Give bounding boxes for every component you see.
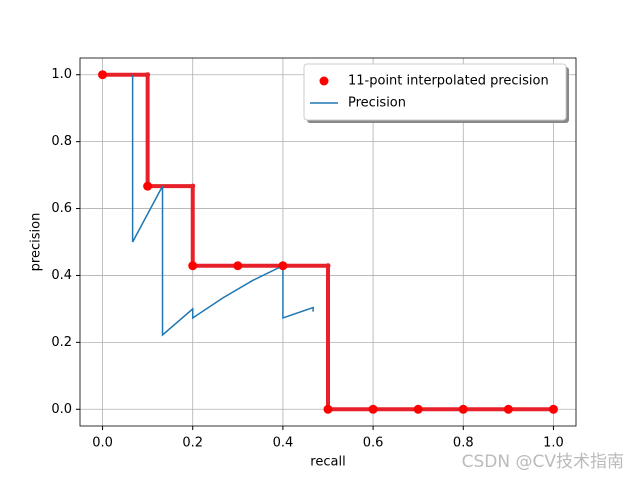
x-tick-label: 0.6 bbox=[363, 436, 384, 451]
legend-label: 11-point interpolated precision bbox=[348, 74, 549, 89]
x-tick-label: 0.0 bbox=[92, 436, 113, 451]
point bbox=[413, 404, 423, 414]
point bbox=[368, 404, 378, 414]
x-tick-label: 0.8 bbox=[453, 436, 474, 451]
point bbox=[98, 70, 108, 80]
y-tick-label: 0.6 bbox=[51, 201, 72, 216]
x-tick-label: 0.2 bbox=[182, 436, 203, 451]
point bbox=[278, 261, 288, 271]
vertex bbox=[325, 263, 331, 269]
point bbox=[143, 181, 153, 191]
point bbox=[188, 261, 198, 271]
point bbox=[548, 404, 558, 414]
y-tick-label: 0.0 bbox=[51, 402, 72, 417]
legend-marker bbox=[319, 76, 329, 86]
legend bbox=[303, 63, 567, 121]
vertex bbox=[190, 183, 196, 189]
watermark: CSDN @CV技术指南 bbox=[462, 452, 624, 472]
point bbox=[233, 261, 243, 271]
point bbox=[458, 404, 468, 414]
y-tick-label: 1.0 bbox=[51, 67, 72, 82]
legend-label: Precision bbox=[348, 96, 406, 111]
x-axis-label: recall bbox=[310, 455, 345, 470]
vertex bbox=[145, 72, 151, 78]
y-tick-label: 0.8 bbox=[51, 134, 72, 149]
line bbox=[131, 74, 314, 337]
point bbox=[503, 404, 513, 414]
line bbox=[102, 72, 554, 412]
y-tick-label: 0.4 bbox=[51, 268, 72, 283]
y-tick-label: 0.2 bbox=[51, 335, 72, 350]
x-tick-label: 0.4 bbox=[273, 436, 294, 451]
point bbox=[323, 404, 333, 414]
x-tick-label: 1.0 bbox=[543, 436, 564, 451]
y-axis-label: precision bbox=[29, 213, 44, 272]
plot-frame bbox=[79, 57, 577, 427]
